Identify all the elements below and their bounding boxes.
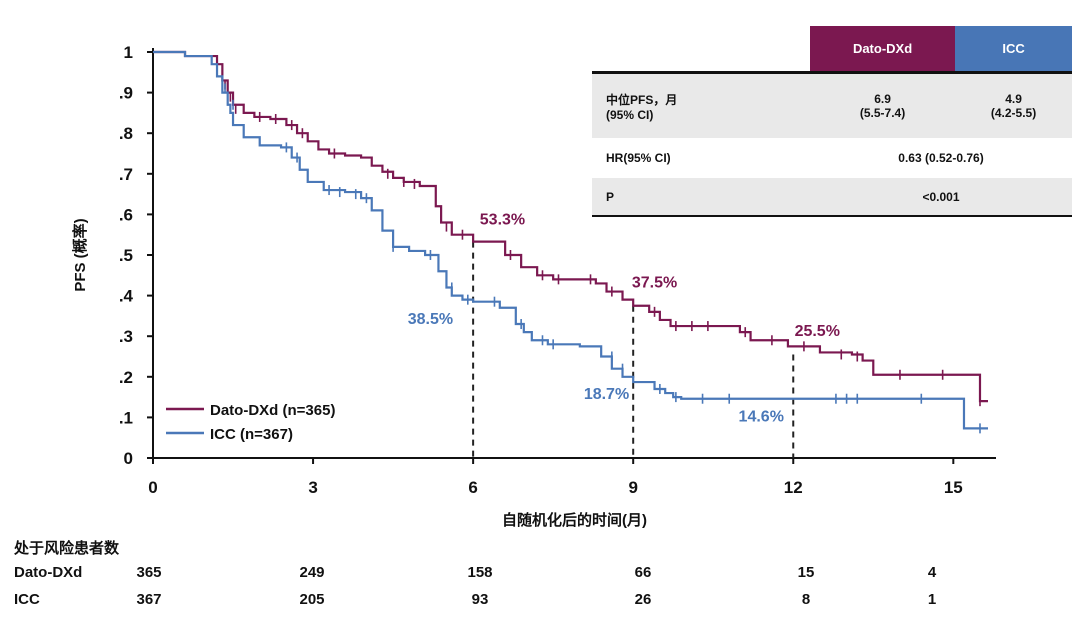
landmark-annotation: 25.5% [795,323,840,340]
x-tick-label: 12 [784,478,803,497]
y-tick-label: .7 [119,165,133,184]
km-curve-icc [153,50,988,430]
hr-label: HR(95% CI) [592,138,810,178]
median-dato-value: 6.9 [874,92,891,106]
risk-dato-m12: 15 [797,564,815,581]
stats-table: Dato-DXd ICC 中位PFS，月 (95% CI) 6.9 (5.5-7… [592,26,1072,217]
hr-value: 0.63 (0.52-0.76) [810,138,1072,178]
p-label: P [592,178,810,217]
stats-header-row: Dato-DXd ICC [592,26,1072,74]
median-icc: 4.9 (4.2-5.5) [955,72,1072,138]
legend-label: Dato-DXd (n=365) [210,402,335,419]
x-tick-label: 9 [628,478,637,497]
landmark-annotation: 14.6% [739,408,784,425]
landmark-annotation: 37.5% [632,274,677,291]
risk-table-title: 处于风险患者数 [14,540,120,557]
y-tick-label: .9 [119,84,133,103]
stats-header-icc: ICC [955,26,1072,74]
y-axis-label: PFS (概率) [71,218,89,291]
stats-header-blank [592,26,810,74]
x-tick-label: 15 [944,478,963,497]
landmark-annotation: 53.3% [480,212,525,229]
p-value: <0.001 [810,178,1072,217]
y-tick-label: .1 [119,408,133,427]
median-label-line1: 中位PFS，月 [606,92,678,107]
risk-row-label-dato: Dato-DXd [14,564,83,581]
risk-icc-m9: 26 [634,591,652,608]
risk-dato-m9: 66 [634,564,652,581]
stats-row-p: P <0.001 [592,178,1072,217]
y-tick-label: .4 [119,287,134,306]
y-tick-label: .8 [119,124,133,143]
x-tick-label: 6 [468,478,477,497]
km-curve-dato-dxd [153,50,988,403]
x-tick-label: 0 [148,478,157,497]
y-tick-label: .2 [119,368,133,387]
risk-dato-m6: 158 [467,564,493,581]
stats-row-median: 中位PFS，月 (95% CI) 6.9 (5.5-7.4) 4.9 (4.2-… [592,72,1072,138]
risk-icc-m0: 367 [136,591,162,608]
stats-header-dato: Dato-DXd [810,26,956,74]
landmark-annotation: 18.7% [584,386,629,403]
risk-dato-m15: 4 [927,564,937,581]
landmark-annotation: 38.5% [408,311,453,328]
median-icc-ci: (4.2-5.5) [990,106,1037,120]
median-label: 中位PFS，月 (95% CI) [592,72,810,138]
risk-dato-m3: 249 [299,564,325,581]
axes: 0 .1 .2 .3 .4 .5 .6 .7 .8 .9 1 0 3 6 9 12 15 PFS (概率) 自随机化… [71,43,996,529]
landmark-lines [472,241,795,458]
legend-label: ICC (n=367) [210,426,293,443]
y-tick-label: .6 [119,205,133,224]
x-axis-label: 自随机化后的时间(月) [502,511,647,529]
risk-icc-m12: 8 [801,591,811,608]
y-tick-label: .5 [119,246,133,265]
survival-curves [153,50,988,434]
median-dato: 6.9 (5.5-7.4) [810,72,956,138]
x-tick-label: 3 [308,478,317,497]
risk-icc-m15: 1 [927,591,937,608]
median-dato-ci: (5.5-7.4) [859,106,906,120]
median-icc-value: 4.9 [1005,92,1022,106]
y-tick-label: 0 [124,449,133,468]
risk-dato-m0: 365 [136,564,162,581]
median-label-line2: (95% CI) [606,107,654,122]
stats-row-hr: HR(95% CI) 0.63 (0.52-0.76) [592,138,1072,178]
y-tick-label: .3 [119,327,133,346]
legend: Dato-DXd (n=365) ICC (n=367) [166,402,335,443]
risk-row-label-icc: ICC [14,591,40,608]
risk-icc-m6: 93 [471,591,489,608]
y-tick-label: 1 [124,43,133,62]
annotations: 53.3% 38.5% 37.5% 18.7% 25.5% 14.6% [408,212,840,426]
risk-icc-m3: 205 [299,591,325,608]
